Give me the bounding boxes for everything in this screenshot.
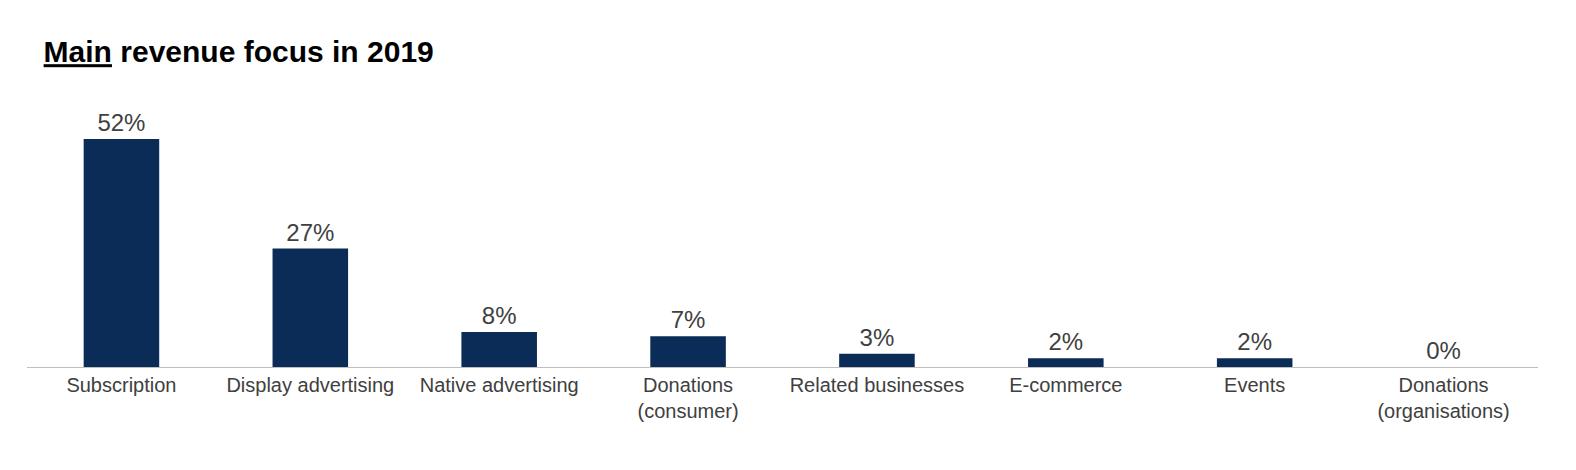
svg-text:3%: 3%	[860, 324, 895, 351]
svg-text:7%: 7%	[671, 306, 706, 333]
svg-text:27%: 27%	[286, 219, 334, 246]
svg-text:Main revenue focus in 2019: Main revenue focus in 2019	[44, 35, 434, 68]
svg-text:Native advertising: Native advertising	[420, 374, 579, 396]
svg-text:8%: 8%	[482, 302, 517, 329]
svg-text:Donations(organisations): Donations(organisations)	[1377, 374, 1509, 422]
svg-text:E-commerce: E-commerce	[1009, 374, 1122, 396]
svg-text:2%: 2%	[1237, 328, 1272, 355]
svg-text:Donations(consumer): Donations(consumer)	[637, 374, 738, 422]
svg-text:Events: Events	[1224, 374, 1285, 396]
svg-text:Display advertising: Display advertising	[226, 374, 394, 396]
svg-text:0%: 0%	[1426, 337, 1461, 364]
svg-text:52%: 52%	[97, 109, 145, 136]
svg-text:Related businesses: Related businesses	[790, 374, 965, 396]
svg-text:Subscription: Subscription	[66, 374, 176, 396]
svg-text:2%: 2%	[1048, 328, 1083, 355]
